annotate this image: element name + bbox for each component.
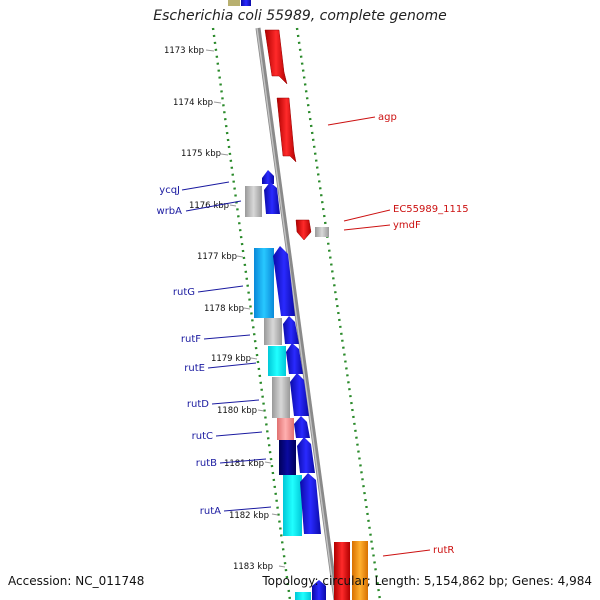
gene-arrow xyxy=(276,97,297,163)
scale-tick-label: 1179 kbp xyxy=(211,354,251,364)
gene-box xyxy=(254,248,274,318)
gene-arrow xyxy=(294,416,310,438)
genome-backbone xyxy=(255,27,339,600)
scale-tick-label: 1183 kbp xyxy=(233,562,273,572)
gene-label-rutd[interactable]: rutD xyxy=(187,399,209,410)
genome-backbone-highlight xyxy=(256,27,336,600)
gene-box xyxy=(283,475,302,536)
gene-label-leader xyxy=(343,209,391,222)
scale-tick-label: 1182 kbp xyxy=(229,511,269,521)
gene-label-rutr[interactable]: rutR xyxy=(433,545,454,556)
gene-fragment-bottom-blue xyxy=(312,580,326,600)
gene-fragment-top-blue xyxy=(241,0,251,6)
gene-arrow xyxy=(262,170,274,184)
gene-arrow xyxy=(290,373,309,416)
gene-label-ycqj[interactable]: ycqJ xyxy=(159,185,180,196)
gene-arrow xyxy=(295,219,312,241)
gene-label-leader xyxy=(223,506,272,512)
gene-label-agp[interactable]: agp xyxy=(378,112,397,123)
gene-box xyxy=(277,418,294,440)
scale-boundary-right xyxy=(295,27,382,600)
scale-ticks xyxy=(205,49,286,568)
gene-box xyxy=(315,227,329,237)
gene-label-rute[interactable]: rutE xyxy=(184,363,205,374)
gene-label-leader xyxy=(203,334,251,340)
gene-fragment-bottom xyxy=(295,592,311,600)
gene-box xyxy=(279,440,296,475)
scale-tick-label: 1178 kbp xyxy=(204,304,244,314)
scale-tick-label: 1181 kbp xyxy=(224,459,264,469)
gene-label-leader xyxy=(343,224,391,231)
gene-label-rutb[interactable]: rutB xyxy=(196,458,217,469)
gene-label-leader xyxy=(219,458,267,464)
gene-box xyxy=(272,377,290,418)
genome-stats-label: Topology: circular; Length: 5,154,862 bp… xyxy=(262,574,592,588)
scale-tick-label: 1175 kbp xyxy=(181,149,221,159)
gene-label-leader xyxy=(181,181,230,191)
gene-arrow xyxy=(286,343,303,374)
scale-tick-label: 1173 kbp xyxy=(164,46,204,56)
gene-label-rutf[interactable]: rutF xyxy=(181,334,201,345)
gene-fragment-top xyxy=(228,0,240,6)
gene-label-leader xyxy=(185,200,242,212)
gene-label-leader xyxy=(207,362,257,369)
scale-boundary-left xyxy=(211,27,292,600)
gene-label-rutg[interactable]: rutG xyxy=(173,287,195,298)
genome-title: Escherichia coli 55989, complete genome xyxy=(153,8,447,24)
gene-label-leader xyxy=(327,116,376,126)
gene-box xyxy=(268,346,286,376)
scale-tick-label: 1177 kbp xyxy=(197,252,237,262)
gene-label-ruta[interactable]: rutA xyxy=(200,506,221,517)
gene-arrow xyxy=(264,182,280,214)
gene-arrow xyxy=(283,316,299,344)
scale-tick-label: 1180 kbp xyxy=(217,406,257,416)
gene-label-leader xyxy=(197,285,244,293)
gene-label-wrba[interactable]: wrbA xyxy=(157,206,183,217)
accession-label: Accession: NC_011748 xyxy=(8,574,145,588)
gene-label-rutc[interactable]: rutC xyxy=(192,431,213,442)
gene-label-ymdf[interactable]: ymdF xyxy=(393,220,421,231)
gene-box xyxy=(245,186,262,217)
gene-arrow xyxy=(273,246,295,316)
gene-box xyxy=(264,318,282,345)
gene-label-leader xyxy=(211,399,260,405)
gene-arrow xyxy=(264,29,288,85)
scale-tick-label: 1176 kbp xyxy=(189,201,229,211)
gene-arrow xyxy=(297,437,315,473)
scale-tick-label: 1174 kbp xyxy=(173,98,213,108)
gene-label-leader xyxy=(215,431,263,437)
gene-box xyxy=(334,542,350,600)
gene-arrow xyxy=(300,473,321,534)
gene-label-ec55989-1115[interactable]: EC55989_1115 xyxy=(393,204,469,215)
gene-box xyxy=(352,541,368,600)
gene-label-leader xyxy=(382,549,431,557)
